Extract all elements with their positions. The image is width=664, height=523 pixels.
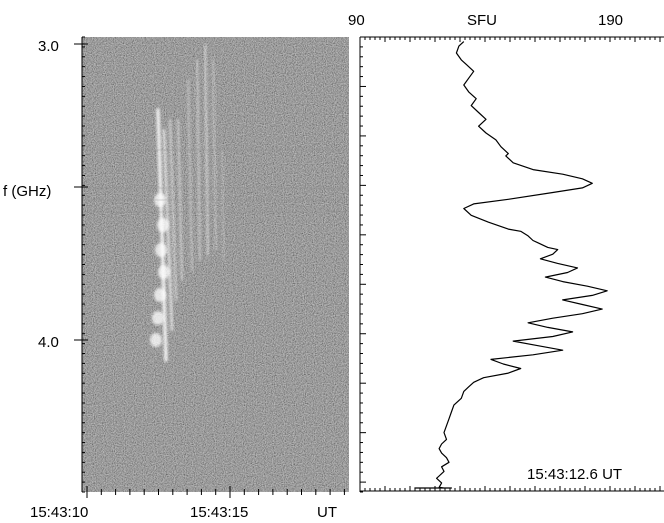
flux-profile-panel: 90 SFU 190 15:43:12.6 UT xyxy=(348,12,664,493)
burst-emission xyxy=(82,44,349,362)
burst-blob xyxy=(158,265,170,279)
flux-series-line xyxy=(414,41,608,489)
flux-x-tick-label-90: 90 xyxy=(348,12,365,29)
spectrogram-x-ticks xyxy=(86,486,345,498)
spectrogram-image xyxy=(82,37,349,492)
burst-streak xyxy=(187,79,193,271)
burst-streak xyxy=(156,108,168,362)
burst-blob xyxy=(154,193,166,207)
time-annotation: 15:43:12.6 UT xyxy=(527,466,622,483)
spectrogram-x-tick-label-15-43-15: 15:43:15 xyxy=(190,504,248,521)
burst-streak xyxy=(204,44,209,256)
spectrogram-x-axis-label: UT xyxy=(317,504,337,521)
spectrogram-x-tick-label-15-43-10: 15:43:10 xyxy=(30,504,88,521)
burst-blob xyxy=(157,218,169,232)
flux-x-tick-label-190: 190 xyxy=(598,12,623,29)
burst-blob xyxy=(155,243,167,257)
burst-streak xyxy=(221,149,225,261)
spectrogram-y-tick-label-4.0: 4.0 xyxy=(38,334,59,351)
flux-axis-ticks xyxy=(359,36,661,493)
burst-blob xyxy=(154,288,166,302)
burst-streak xyxy=(212,59,217,251)
burst-streak xyxy=(177,119,183,281)
spectrogram-y-axis-label: f (GHz) xyxy=(3,183,51,200)
flux-x-axis-label: SFU xyxy=(467,12,497,29)
burst-streak xyxy=(169,119,177,301)
burst-streak xyxy=(162,128,174,332)
burst-blob xyxy=(150,333,162,347)
burst-streak xyxy=(196,59,201,261)
spectrogram-y-tick-label-3.0: 3.0 xyxy=(38,38,59,55)
spectrogram-panel: 3.0 4.0 f (GHz) 15:43:10 15:43:15 UT xyxy=(3,36,349,521)
burst-blob xyxy=(152,311,164,325)
